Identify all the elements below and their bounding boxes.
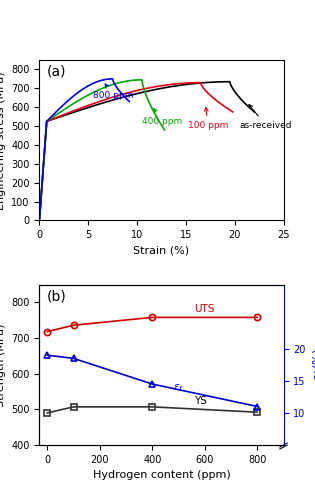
Text: as-received: as-received bbox=[240, 104, 292, 130]
Text: (a): (a) bbox=[47, 65, 66, 79]
Text: 400 ppm: 400 ppm bbox=[142, 108, 182, 126]
X-axis label: Hydrogen content (ppm): Hydrogen content (ppm) bbox=[93, 470, 230, 480]
Text: 800 ppm: 800 ppm bbox=[93, 84, 134, 100]
Text: (b): (b) bbox=[47, 290, 66, 304]
Y-axis label: $\varepsilon_f$ (%): $\varepsilon_f$ (%) bbox=[311, 348, 315, 382]
Text: UTS: UTS bbox=[194, 304, 215, 314]
Text: 100 ppm: 100 ppm bbox=[188, 108, 228, 130]
X-axis label: Strain (%): Strain (%) bbox=[133, 246, 190, 256]
Y-axis label: Strength (MPa): Strength (MPa) bbox=[0, 323, 6, 406]
Y-axis label: Engineering stress (MPa): Engineering stress (MPa) bbox=[0, 71, 6, 210]
Text: YS: YS bbox=[194, 396, 207, 406]
Text: $\varepsilon_f$: $\varepsilon_f$ bbox=[173, 382, 184, 394]
